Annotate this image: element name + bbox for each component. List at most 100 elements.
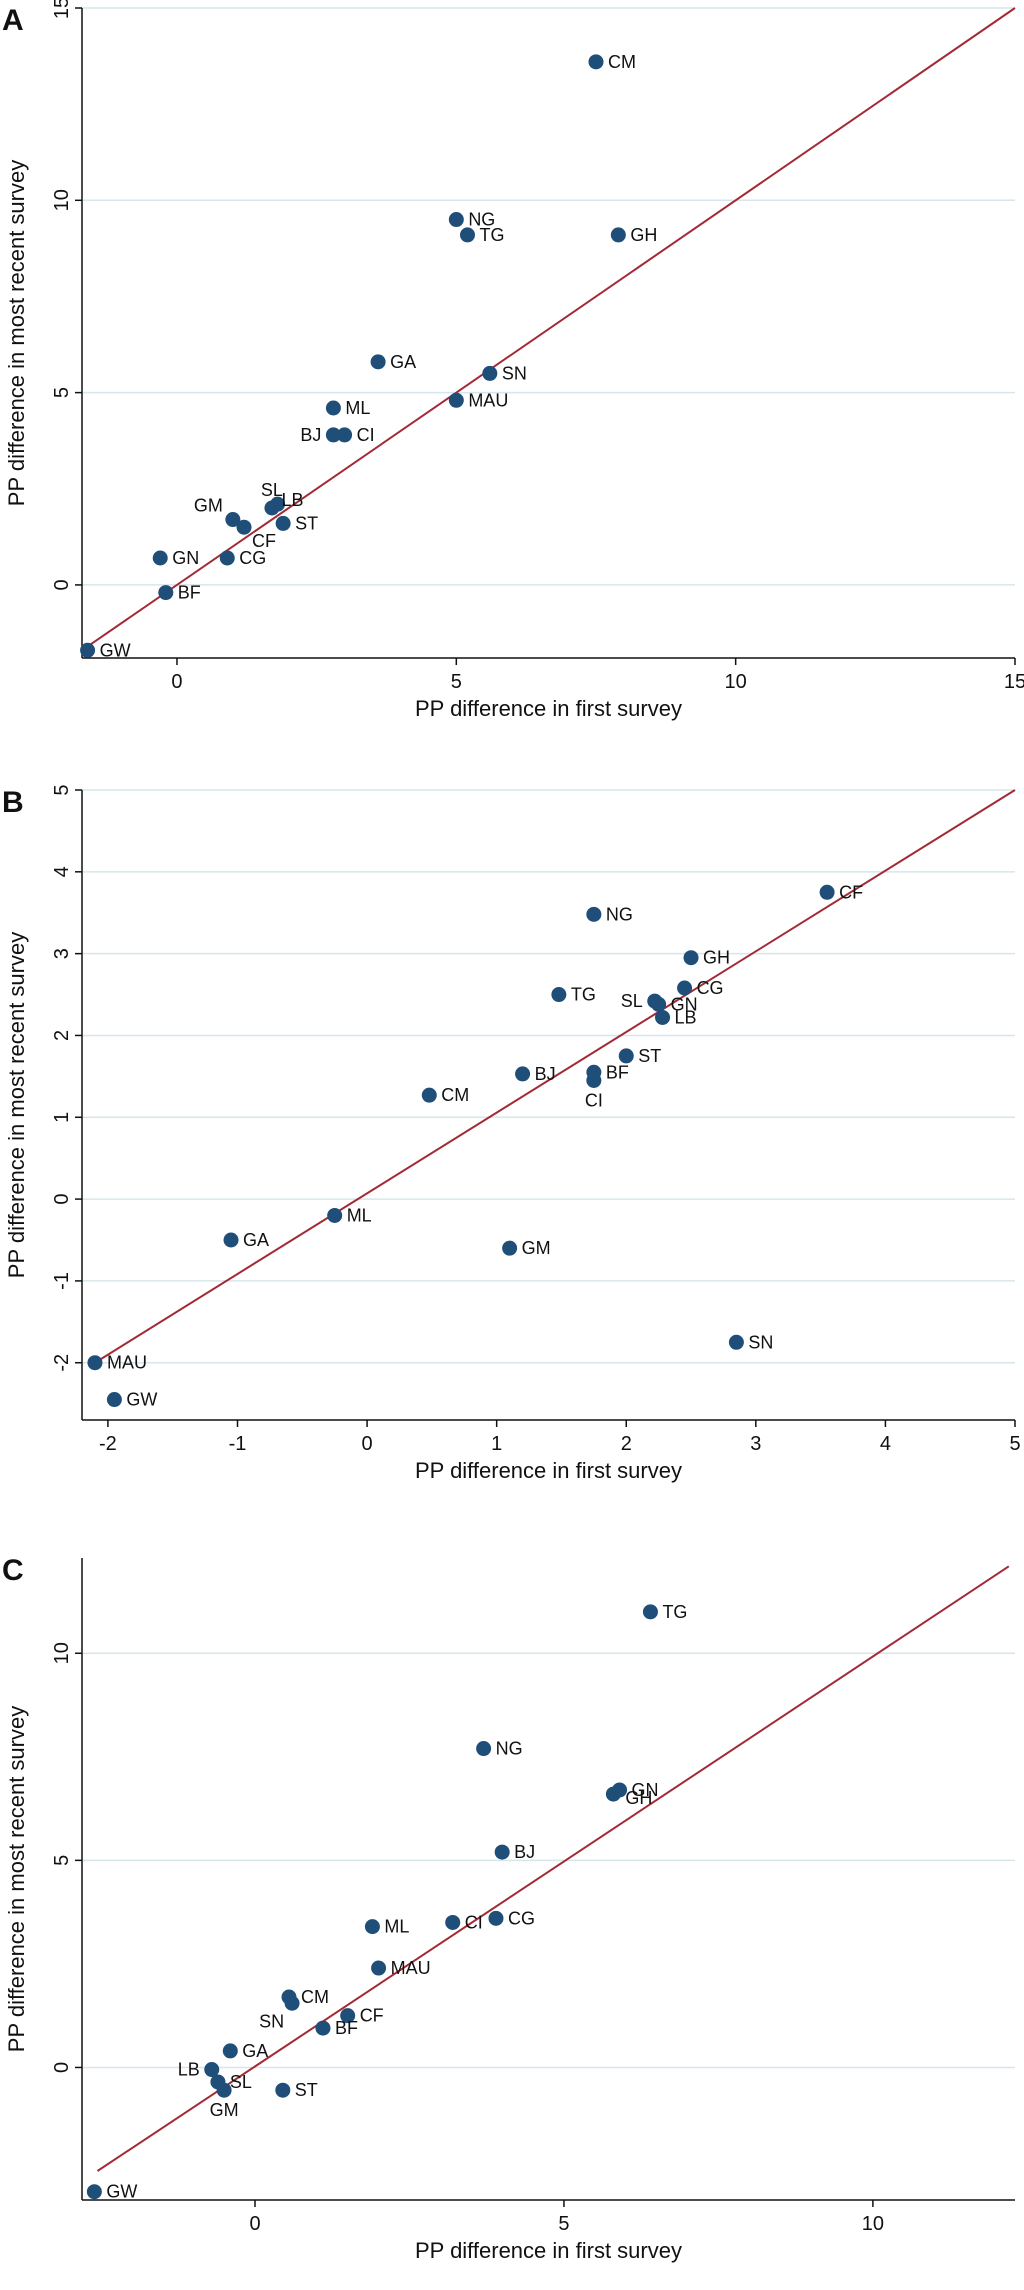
- data-label-gw: GW: [126, 1390, 157, 1410]
- y-tick-label: -2: [51, 1354, 73, 1372]
- data-label-sl: SL: [230, 2072, 252, 2092]
- data-point-mau: [87, 1355, 103, 1371]
- data-point-bf: [315, 2020, 331, 2036]
- data-point-tg: [642, 1604, 658, 1620]
- x-tick-label: 0: [171, 671, 182, 693]
- y-tick-label: 0: [51, 1194, 73, 1205]
- x-tick-label: 1: [491, 1433, 502, 1455]
- data-label-mau: MAU: [468, 390, 508, 410]
- data-point-st: [275, 515, 291, 531]
- data-point-ng: [448, 212, 464, 228]
- data-point-cf: [340, 2008, 356, 2024]
- data-label-gm: GM: [194, 496, 223, 516]
- data-label-sl: SL: [621, 991, 643, 1011]
- data-point-gn: [651, 996, 667, 1012]
- data-point-tg: [459, 227, 475, 243]
- x-tick-label: -1: [229, 1433, 247, 1455]
- data-point-bj: [325, 427, 341, 443]
- data-point-gh: [683, 950, 699, 966]
- y-tick-label: 15: [51, 0, 73, 19]
- data-label-sn: SN: [748, 1332, 773, 1352]
- data-label-st: ST: [295, 2080, 318, 2100]
- data-label-bj: BJ: [514, 1842, 535, 1862]
- y-tick-label: 3: [51, 948, 73, 959]
- data-label-ml: ML: [347, 1205, 372, 1225]
- data-label-ci: CI: [465, 1912, 483, 1932]
- data-label-ng: NG: [468, 210, 495, 230]
- data-point-gh: [610, 227, 626, 243]
- data-label-bf: BF: [606, 1062, 629, 1082]
- data-label-gm: GM: [522, 1238, 551, 1258]
- x-tick-label: 4: [880, 1433, 891, 1455]
- data-point-gw: [86, 2184, 102, 2200]
- y-tick-label: 4: [51, 866, 73, 877]
- data-point-ga: [222, 2043, 238, 2059]
- data-point-lb: [270, 496, 286, 512]
- data-label-ng: NG: [496, 1739, 523, 1759]
- data-point-ci: [445, 1914, 461, 1930]
- y-tick-label: 5: [51, 387, 73, 398]
- data-label-cm: CM: [301, 1987, 329, 2007]
- data-label-gn: GN: [632, 1780, 659, 1800]
- data-label-gn: GN: [671, 994, 698, 1014]
- data-point-cg: [488, 1910, 504, 1926]
- x-tick-label: 5: [451, 671, 462, 693]
- data-label-bf: BF: [178, 583, 201, 603]
- y-axis-title: PP difference in most recent survey: [4, 160, 29, 506]
- data-label-gm: GM: [210, 2100, 239, 2120]
- panel-letter: B: [2, 786, 24, 819]
- y-tick-label: 0: [51, 579, 73, 590]
- reference-line: [96, 1565, 1010, 2172]
- panel-b: B -2 -1 0 1 2 3 4 5 -2 -1 0 1 2 3 4 5 PP difference in fi…: [2, 784, 1021, 1483]
- data-label-cm: CM: [608, 52, 636, 72]
- data-label-cf: CF: [360, 2006, 384, 2026]
- x-tick-label: 15: [1004, 671, 1024, 693]
- data-label-sl: SL: [261, 480, 283, 500]
- x-tick-label: 5: [1009, 1433, 1020, 1455]
- y-tick-label: 0: [51, 2062, 73, 2073]
- x-tick-label: -2: [99, 1433, 117, 1455]
- data-label-ci: CI: [585, 1090, 603, 1110]
- data-label-gh: GH: [703, 948, 730, 968]
- data-label-bj: BJ: [535, 1064, 556, 1084]
- data-point-cf: [236, 519, 252, 535]
- data-point-lb: [655, 1009, 671, 1025]
- x-tick-label: 2: [621, 1433, 632, 1455]
- data-label-tg: TG: [662, 1602, 687, 1622]
- data-point-sn: [728, 1334, 744, 1350]
- data-point-bj: [494, 1844, 510, 1860]
- x-axis-title: PP difference in first survey: [415, 1458, 682, 1483]
- data-label-bf: BF: [335, 2018, 358, 2038]
- data-point-cg: [219, 550, 235, 566]
- data-point-ci: [586, 1072, 602, 1088]
- reference-line: [87, 7, 1016, 648]
- data-point-ml: [325, 400, 341, 416]
- data-point-ng: [586, 906, 602, 922]
- data-label-cm: CM: [441, 1085, 469, 1105]
- data-label-tg: TG: [479, 225, 504, 245]
- data-point-bj: [515, 1066, 531, 1082]
- data-label-mau: MAU: [391, 1958, 431, 1978]
- data-point-sn: [284, 1995, 300, 2011]
- data-label-cg: CG: [239, 548, 266, 568]
- data-label-cf: CF: [252, 531, 276, 551]
- data-point-gm: [502, 1240, 518, 1256]
- x-tick-label: 10: [862, 2213, 884, 2235]
- y-tick-label: 10: [51, 189, 73, 211]
- data-label-ml: ML: [384, 1917, 409, 1937]
- data-label-ml: ML: [345, 398, 370, 418]
- data-label-tg: TG: [571, 985, 596, 1005]
- data-label-cg: CG: [697, 978, 724, 998]
- data-label-lb: LB: [178, 2060, 200, 2080]
- y-tick-label: 10: [51, 1642, 73, 1664]
- y-axis-title: PP difference in most recent survey: [4, 1706, 29, 2052]
- data-point-st: [275, 2082, 291, 2098]
- panel-letter: C: [2, 1554, 24, 1587]
- data-label-lb: LB: [282, 490, 304, 510]
- data-point-ml: [327, 1207, 343, 1223]
- data-label-gw: GW: [106, 2182, 137, 2202]
- y-tick-label: 1: [51, 1112, 73, 1123]
- x-tick-label: 0: [362, 1433, 373, 1455]
- data-point-gw: [80, 642, 96, 658]
- panel-c: C 0 5 10 0 5 10 PP difference in first survey PP…: [2, 1554, 1015, 2263]
